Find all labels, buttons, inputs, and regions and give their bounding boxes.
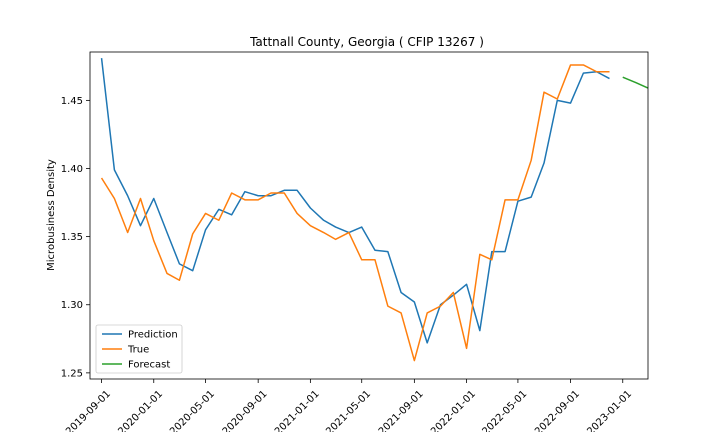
legend-label-true: True: [127, 345, 149, 356]
series-line-forecast: [622, 76, 649, 89]
legend-box: [95, 324, 183, 374]
legend: Prediction True Forecast: [95, 324, 183, 374]
legend-label-forecast: Forecast: [128, 360, 170, 371]
x-tick-label: 2021-09-01: [377, 389, 426, 432]
series-line-true: [100, 64, 610, 362]
x-tick-label: 2021-05-01: [324, 389, 373, 432]
y-tick-label: 1.30: [61, 300, 83, 311]
x-tick-label: 2020-05-01: [168, 389, 217, 432]
y-axis: 1.25 1.30 1.35 1.40 1.45: [61, 96, 90, 379]
plot-area: [89, 51, 649, 380]
legend-label-prediction: Prediction: [128, 330, 178, 341]
x-tick-label: 2020-01-01: [116, 389, 165, 432]
y-tick-label: 1.35: [61, 232, 83, 243]
chart-title: Tattnall County, Georgia ( CFIP 13267 ): [249, 35, 484, 49]
series-line-prediction: [100, 58, 610, 344]
x-tick-label: 2022-05-01: [480, 389, 529, 432]
y-tick-label: 1.40: [61, 164, 83, 175]
x-tick-label: 2023-01-01: [585, 389, 634, 432]
x-tick-label: 2019-09-01: [64, 389, 113, 432]
plot-frame: [89, 51, 649, 380]
x-tick-label: 2022-01-01: [429, 389, 478, 432]
x-tick-label: 2020-09-01: [221, 389, 270, 432]
x-axis: 2019-09-01 2020-01-01 2020-05-01 2020-09-01…: [64, 379, 634, 432]
y-tick-label: 1.45: [61, 96, 83, 107]
y-tick-label: 1.25: [61, 368, 83, 379]
x-tick-label: 2021-01-01: [273, 389, 322, 432]
x-tick-label: 2022-09-01: [533, 389, 582, 432]
y-axis-label: Microbusiness Density: [46, 159, 57, 271]
